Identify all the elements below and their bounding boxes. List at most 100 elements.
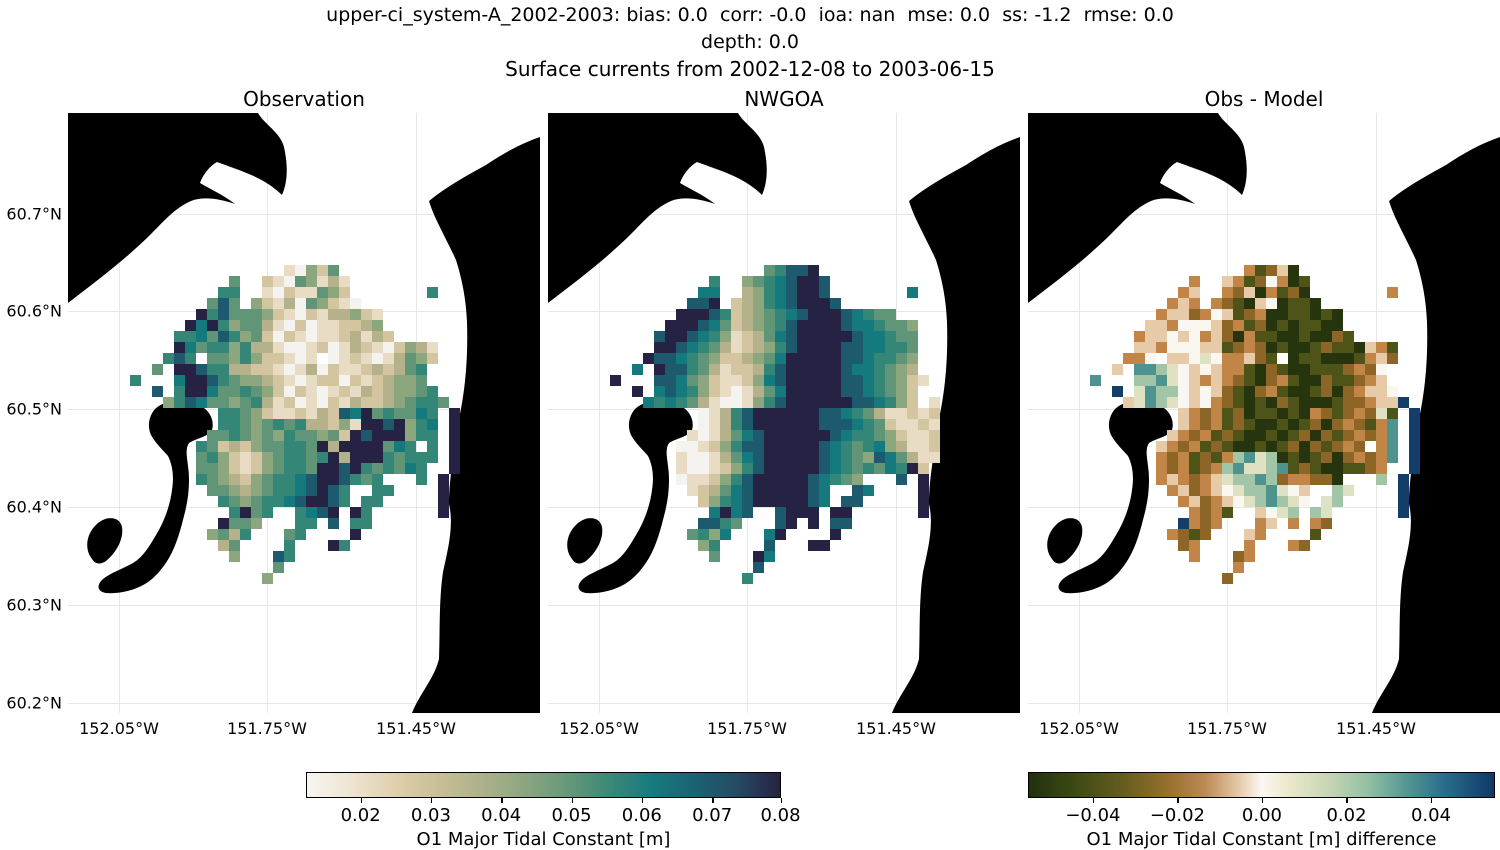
grid-cell <box>251 364 262 375</box>
grid-cell <box>405 364 416 375</box>
grid-cell <box>262 276 273 287</box>
grid-cell <box>1365 375 1376 386</box>
grid-cell <box>284 287 295 298</box>
grid-cell <box>405 430 416 441</box>
grid-cell <box>1233 397 1244 408</box>
west-spit <box>567 518 603 564</box>
grid-cell <box>1156 364 1167 375</box>
grid-cell <box>295 463 306 474</box>
grid-cell <box>1277 375 1288 386</box>
grid-cell <box>251 331 262 342</box>
grid-cell <box>1222 287 1233 298</box>
map-panel-nwgoa <box>548 113 1020 713</box>
grid-cell <box>1354 441 1365 452</box>
grid-cell <box>1332 496 1343 507</box>
gridline <box>1028 214 1500 215</box>
grid-cell <box>416 430 427 441</box>
grid-cell <box>1299 496 1310 507</box>
grid-cell <box>372 331 383 342</box>
grid-cell <box>1277 474 1288 485</box>
grid-cell <box>1123 397 1134 408</box>
grid-cell <box>240 364 251 375</box>
grid-cell <box>896 342 907 353</box>
grid-cell <box>262 463 273 474</box>
grid-cell <box>830 518 841 529</box>
grid-cell <box>863 342 874 353</box>
grid-cell <box>1189 529 1200 540</box>
grid-cell <box>1233 309 1244 320</box>
grid-cell <box>1189 507 1200 518</box>
grid-cell <box>830 452 841 463</box>
grid-cell <box>808 342 819 353</box>
grid-cell <box>427 452 438 463</box>
grid-cell <box>240 397 251 408</box>
grid-cell <box>808 518 819 529</box>
grid-cell <box>731 342 742 353</box>
grid-cell <box>709 452 720 463</box>
grid-cell <box>317 276 328 287</box>
grid-cell <box>251 386 262 397</box>
grid-cell <box>218 485 229 496</box>
grid-cell <box>1244 452 1255 463</box>
y-tick-label: 60.6°N <box>6 301 62 321</box>
grid-cell <box>676 386 687 397</box>
grid-cell <box>1255 375 1266 386</box>
grid-cell <box>797 474 808 485</box>
grid-cell <box>1343 331 1354 342</box>
grid-cell <box>698 309 709 320</box>
grid-cell <box>1266 408 1277 419</box>
grid-cell <box>731 397 742 408</box>
grid-cell <box>1255 265 1266 276</box>
grid-cell <box>808 276 819 287</box>
grid-cell <box>841 309 852 320</box>
grid-cell <box>1233 408 1244 419</box>
grid-cell <box>1178 375 1189 386</box>
grid-cell <box>808 430 819 441</box>
grid-cell <box>295 309 306 320</box>
grid-cell <box>786 507 797 518</box>
grid-cell <box>218 474 229 485</box>
grid-cell <box>687 375 698 386</box>
grid-cell <box>742 452 753 463</box>
grid-cell <box>731 441 742 452</box>
grid-cell <box>1200 463 1211 474</box>
grid-cell <box>1189 485 1200 496</box>
grid-cell <box>786 342 797 353</box>
y-tick-label: 60.7°N <box>6 204 62 224</box>
landmass-west <box>548 113 767 303</box>
grid-cell <box>240 331 251 342</box>
grid-cell <box>808 507 819 518</box>
grid-cell <box>731 485 742 496</box>
grid-cell <box>731 496 742 507</box>
grid-cell <box>1134 342 1145 353</box>
grid-cell <box>1145 364 1156 375</box>
grid-cell <box>383 430 394 441</box>
grid-cell <box>328 353 339 364</box>
grid-cell <box>907 375 918 386</box>
grid-cell <box>394 397 405 408</box>
grid-cell <box>1145 320 1156 331</box>
grid-cell <box>339 419 350 430</box>
grid-cell <box>786 441 797 452</box>
grid-cell <box>731 375 742 386</box>
grid-cell <box>852 331 863 342</box>
grid-cell <box>764 540 775 551</box>
grid-cell <box>1211 309 1222 320</box>
grid-cell <box>1310 309 1321 320</box>
grid-cell <box>830 364 841 375</box>
grid-cell <box>350 507 361 518</box>
grid-cell <box>1266 386 1277 397</box>
grid-cell <box>775 485 786 496</box>
grid-cell <box>273 419 284 430</box>
grid-cell <box>808 298 819 309</box>
grid-cell <box>262 408 273 419</box>
grid-cell <box>328 298 339 309</box>
grid-cell <box>929 441 940 452</box>
grid-cell <box>1321 441 1332 452</box>
grid-cell <box>394 441 405 452</box>
grid-cell <box>731 419 742 430</box>
grid-cell <box>731 353 742 364</box>
grid-cell <box>284 529 295 540</box>
colorbar-tick-label: 0.04 <box>481 805 522 826</box>
grid-cell <box>1288 342 1299 353</box>
